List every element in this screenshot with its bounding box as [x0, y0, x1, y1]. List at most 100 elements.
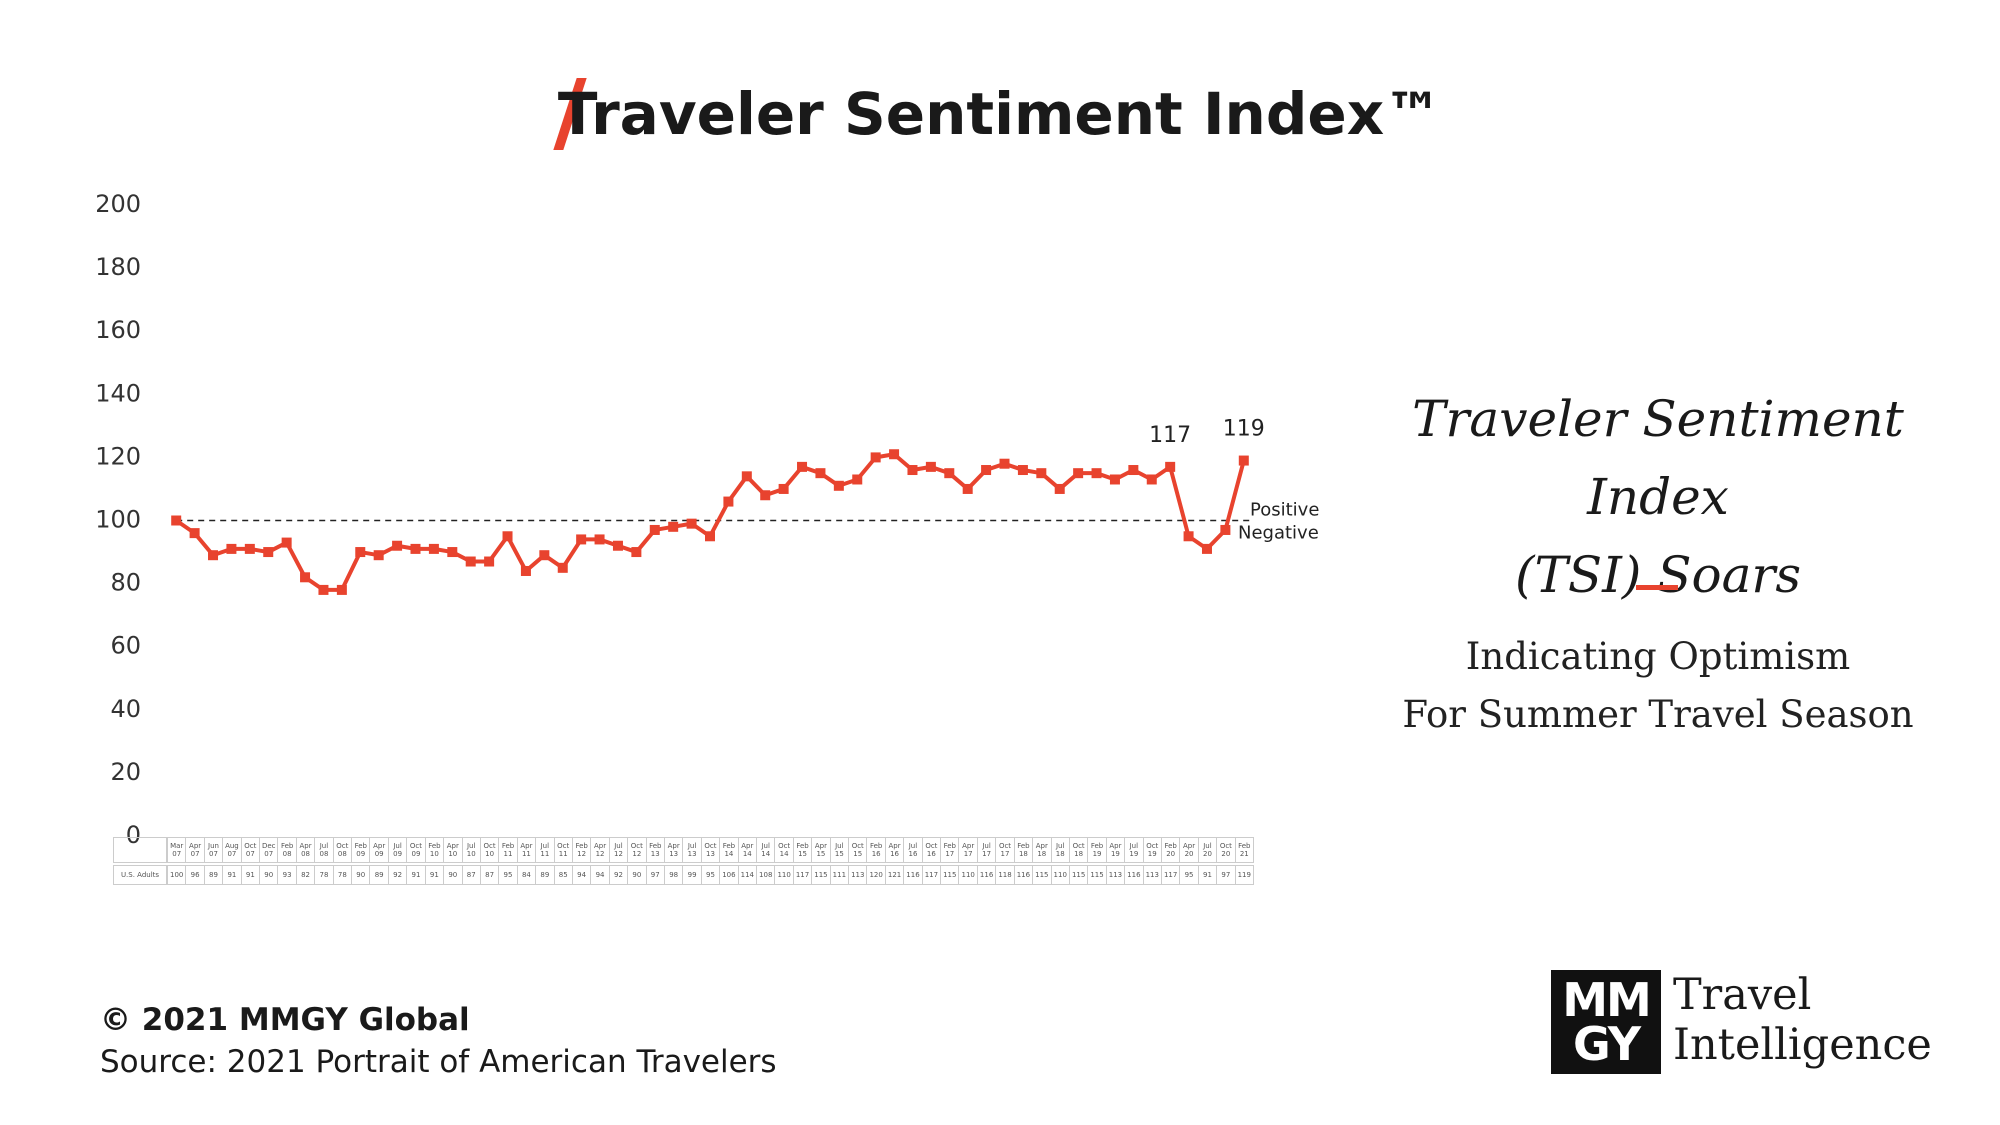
point	[612, 540, 623, 551]
logo-mark-line: GY	[1572, 1017, 1641, 1071]
y-tick-label: 60	[110, 632, 141, 660]
table-header-cell: Apr 18	[1032, 837, 1052, 863]
y-tick-label: 140	[95, 379, 141, 407]
table-header-cell: Jul 16	[903, 837, 923, 863]
table-header-cell: Feb 15	[792, 837, 813, 863]
table-header-cell: Oct 18	[1068, 837, 1089, 863]
table-header-cell: Jul 08	[314, 837, 334, 863]
table-header-cell: Feb 13	[645, 837, 665, 863]
data-label: 117	[1149, 423, 1191, 448]
headline-line: Traveler Sentiment Index	[1412, 390, 1904, 526]
y-tick-label: 100	[95, 506, 141, 534]
table-value-cell: 95	[1179, 865, 1199, 885]
table-value-cell: 97	[645, 865, 665, 885]
point	[318, 584, 329, 595]
table-value-cell: 87	[461, 865, 481, 885]
table-value-cell: 93	[277, 865, 297, 885]
table-value-cell: 89	[369, 865, 389, 885]
point	[907, 465, 918, 476]
table-header-cell: Jul 15	[829, 837, 850, 863]
table-value-cell: 92	[387, 865, 408, 885]
side-text: Indicating Optimism For Summer Travel Se…	[1338, 628, 1978, 744]
table-header-cell: Oct 16	[921, 837, 942, 863]
point	[447, 547, 458, 558]
logo-mark: MM GY	[1551, 970, 1661, 1074]
table-header-cell: Aug 07	[222, 837, 242, 863]
point	[1073, 468, 1084, 479]
point	[1109, 474, 1120, 485]
y-tick-label: 80	[110, 569, 141, 597]
table-value-cell: 99	[682, 865, 702, 885]
table-value-cell: 96	[185, 865, 205, 885]
point	[484, 556, 495, 567]
table-value-cell: 95	[498, 865, 518, 885]
table-header-cell: Oct 09	[406, 837, 426, 863]
table-header-cell: Jun 07	[203, 837, 224, 863]
point	[999, 458, 1010, 469]
table-header-cell: Feb 21	[1234, 837, 1254, 863]
reference-label: Positive	[1250, 500, 1319, 521]
point	[833, 480, 844, 491]
copyright: © 2021 MMGY Global	[100, 1002, 470, 1038]
table-value-cell: 90	[259, 865, 279, 885]
point	[465, 556, 476, 567]
table-header-cell: Feb 20	[1160, 837, 1181, 863]
point	[815, 468, 826, 479]
point	[557, 562, 568, 573]
point	[336, 584, 347, 595]
table-header-cell: Apr 20	[1179, 837, 1199, 863]
table-header-cell: Apr 13	[663, 837, 684, 863]
point	[208, 550, 219, 561]
table-header-cell: Dec 07	[259, 837, 279, 863]
table-header-cell: Oct 07	[240, 837, 261, 863]
point	[1201, 543, 1212, 554]
table-header-cell: Oct 14	[774, 837, 794, 863]
table-corner	[113, 837, 167, 863]
reference-label: Negative	[1238, 523, 1319, 544]
table-header-cell: Feb 12	[571, 837, 592, 863]
point	[594, 534, 605, 545]
table-value-cell: 82	[295, 865, 316, 885]
table-value-cell: 115	[811, 865, 831, 885]
source: Source: 2021 Portrait of American Travel…	[100, 1044, 777, 1080]
table-value-cell: 114	[737, 865, 758, 885]
table-value-cell: 108	[756, 865, 776, 885]
side-text-line: For Summer Travel Season	[1402, 693, 1914, 736]
point	[539, 550, 550, 561]
point	[944, 468, 955, 479]
point	[668, 521, 679, 532]
point	[981, 465, 992, 476]
table-value-cell: 90	[351, 865, 371, 885]
point	[410, 543, 421, 554]
table-header-cell: Feb 08	[277, 837, 297, 863]
table-value-cell: 95	[700, 865, 721, 885]
table-header-cell: Oct 11	[553, 837, 573, 863]
table-header-cell: Oct 08	[332, 837, 353, 863]
point	[189, 528, 200, 539]
point	[778, 483, 789, 494]
point	[797, 461, 808, 472]
table-value-cell: 115	[1087, 865, 1107, 885]
point	[1146, 474, 1157, 485]
table-value-cell: 89	[203, 865, 224, 885]
table-value-cell: 116	[1124, 865, 1144, 885]
table-header-cell: Oct 17	[995, 837, 1015, 863]
table-header-cell: Apr 09	[369, 837, 389, 863]
point	[686, 518, 697, 529]
point	[226, 543, 237, 554]
table-value-cell: 117	[792, 865, 813, 885]
table-value-cell: 111	[829, 865, 850, 885]
point	[392, 540, 403, 551]
side-headline: Traveler Sentiment Index (TSI) Soars	[1338, 380, 1978, 614]
table-value-cell: 89	[535, 865, 555, 885]
table-header-cell: Jul 18	[1050, 837, 1070, 863]
point	[925, 461, 936, 472]
table-value-cell: 110	[774, 865, 794, 885]
point	[1220, 524, 1231, 535]
table-value-cell: 115	[940, 865, 960, 885]
table-value-cell: 90	[443, 865, 463, 885]
point	[263, 547, 274, 558]
table-value-cell: 116	[903, 865, 923, 885]
